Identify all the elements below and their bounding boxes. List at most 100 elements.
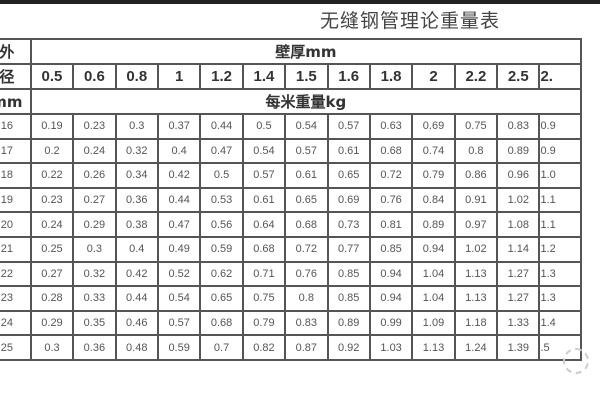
table-row: 18 0.22 0.26 0.34 0.42 0.5 0.57 0.61 0.65 0.72 0.7… [0, 162, 582, 189]
weight-cell: 1.1 [538, 211, 582, 238]
weight-cell: 0.29 [29, 309, 75, 337]
table-row: 23 0.28 0.33 0.44 0.54 0.65 0.75 0.8 0.85 0.94 1.0… [0, 285, 582, 312]
weight-cell: 0.26 [72, 162, 117, 189]
weight-cell: 0.23 [29, 186, 75, 214]
outer-diameter-cell: 18 [0, 162, 32, 189]
weight-cell: 0.89 [411, 211, 456, 238]
weight-cell: 1.24 [453, 334, 499, 361]
table-title: 无缝钢管理论重量表 [319, 10, 500, 32]
weight-cell: 0.76 [368, 186, 414, 214]
thickness-header-cell: 0.6 [72, 63, 117, 90]
weight-cell: 0.65 [284, 186, 329, 214]
outer-diameter-cell: 24 [0, 309, 32, 337]
weight-cell: 0.94 [368, 285, 414, 312]
thickness-header-cell: 1.6 [326, 63, 371, 90]
weight-cell: 0.35 [72, 309, 117, 337]
weight-cell: 0.99 [368, 309, 414, 337]
table-row: 24 0.29 0.35 0.46 0.57 0.68 0.79 0.83 0.89 0.99 1.… [0, 309, 582, 337]
weight-cell: 0.57 [156, 309, 202, 337]
weight-cell: 0.85 [368, 235, 414, 263]
outer-diameter-cell: 25 [0, 334, 32, 361]
weight-cell: 0.72 [368, 162, 414, 189]
weight-cell: 0.59 [199, 235, 244, 263]
weight-cell: 0.47 [156, 211, 202, 238]
watermark-icon [563, 348, 589, 374]
weight-cell: 0.9 [538, 137, 582, 165]
outer-diameter-cell: 17 [0, 137, 32, 165]
weight-cell: 1.4 [538, 309, 582, 337]
weight-cell: 0.52 [156, 260, 202, 288]
weight-cell: 0.65 [199, 285, 244, 312]
weight-cell: 1.14 [496, 235, 541, 263]
weight-cell: 0.65 [326, 162, 371, 189]
weight-cell: 1.08 [496, 211, 541, 238]
od-header-line-3: mm [0, 88, 32, 115]
weight-cell: 0.83 [496, 113, 541, 140]
od-header-line-1: 外 [0, 38, 32, 65]
weight-cell: 0.77 [326, 235, 371, 263]
weight-cell: 0.38 [114, 211, 159, 238]
thickness-header-cell: 1 [156, 63, 202, 90]
weight-cell: 1.27 [496, 260, 541, 288]
weight-cell: 0.49 [156, 235, 202, 263]
weight-cell: 1.04 [411, 260, 456, 288]
weight-cell: 0.57 [284, 137, 329, 165]
weight-cell: 0.64 [241, 211, 287, 238]
weight-cell: 1.27 [496, 285, 541, 312]
weight-cell: 0.46 [114, 309, 159, 337]
weight-cell: 0.7 [199, 334, 244, 361]
table-row: 17 0.2 0.24 0.32 0.4 0.47 0.54 0.57 0.61 0.68 0.74… [0, 137, 582, 165]
top-border [0, 0, 600, 4]
weight-cell: 0.63 [368, 113, 414, 140]
weight-cell: 1.3 [538, 285, 582, 312]
weight-cell: 0.25 [29, 235, 75, 263]
weight-cell: 0.75 [453, 113, 499, 140]
thickness-header-cell: 1.5 [284, 63, 329, 90]
thickness-header-cell: 1.8 [368, 63, 414, 90]
weight-cell: 0.61 [241, 186, 287, 214]
weight-cell: 0.4 [114, 235, 159, 263]
weight-cell: 0.44 [114, 285, 159, 312]
weight-cell: 0.33 [72, 285, 117, 312]
thickness-header-cell: 1.2 [199, 63, 244, 90]
weight-cell: 0.32 [72, 260, 117, 288]
header-row-thicknesses: 径 0.5 0.6 0.8 1 1.2 1.4 1.5 1.6 1.8 2 2.2 2.5 2. [0, 63, 582, 90]
table-row: 21 0.25 0.3 0.4 0.49 0.59 0.68 0.72 0.77 0.85 0.94… [0, 235, 582, 263]
weight-cell: 0.82 [241, 334, 287, 361]
weight-cell: 0.22 [29, 162, 75, 189]
weight-cell: 0.62 [199, 260, 244, 288]
weight-cell: 1.02 [496, 186, 541, 214]
table-row: 25 0.3 0.36 0.48 0.59 0.7 0.82 0.87 0.92 1.03 1.13… [0, 334, 582, 361]
weight-cell: 0.32 [114, 137, 159, 165]
outer-diameter-cell: 16 [0, 113, 32, 140]
weight-cell: 0.72 [284, 235, 329, 263]
thickness-header-cell: 2.2 [453, 63, 499, 90]
od-header-line-2: 径 [0, 63, 32, 90]
weight-cell: 0.8 [453, 137, 499, 165]
weight-cell: 1.39 [496, 334, 541, 361]
weight-cell: 0.36 [72, 334, 117, 361]
weight-header: 每米重量kg [29, 88, 583, 115]
weight-cell: 0.3 [114, 113, 159, 140]
weight-cell: 0.87 [284, 334, 329, 361]
weight-cell: 0.97 [453, 211, 499, 238]
thickness-header: 壁厚mm [29, 38, 583, 65]
weight-cell: 0.42 [114, 260, 159, 288]
weight-cell: 1.13 [453, 285, 499, 312]
outer-diameter-cell: 19 [0, 186, 32, 214]
weight-cell: 1.2 [538, 235, 582, 263]
weight-cell: 0.24 [29, 211, 75, 238]
weight-cell: 0.81 [368, 211, 414, 238]
thickness-header-cell: 0.5 [29, 63, 75, 90]
thickness-header-cell: 2.5 [496, 63, 541, 90]
weight-cell: 0.2 [29, 137, 75, 165]
header-row-weight-label: mm 每米重量kg [0, 88, 583, 115]
weight-cell: 1.02 [453, 235, 499, 263]
weight-cell: 0.29 [72, 211, 117, 238]
weight-cell: 1.33 [496, 309, 541, 337]
weight-cell: 0.96 [496, 162, 541, 189]
weight-cell: 0.68 [199, 309, 244, 337]
header-row-thickness-label: 外 壁厚mm [0, 38, 583, 65]
weight-cell: 0.5 [241, 113, 287, 140]
weight-cell: 0.74 [411, 137, 456, 165]
